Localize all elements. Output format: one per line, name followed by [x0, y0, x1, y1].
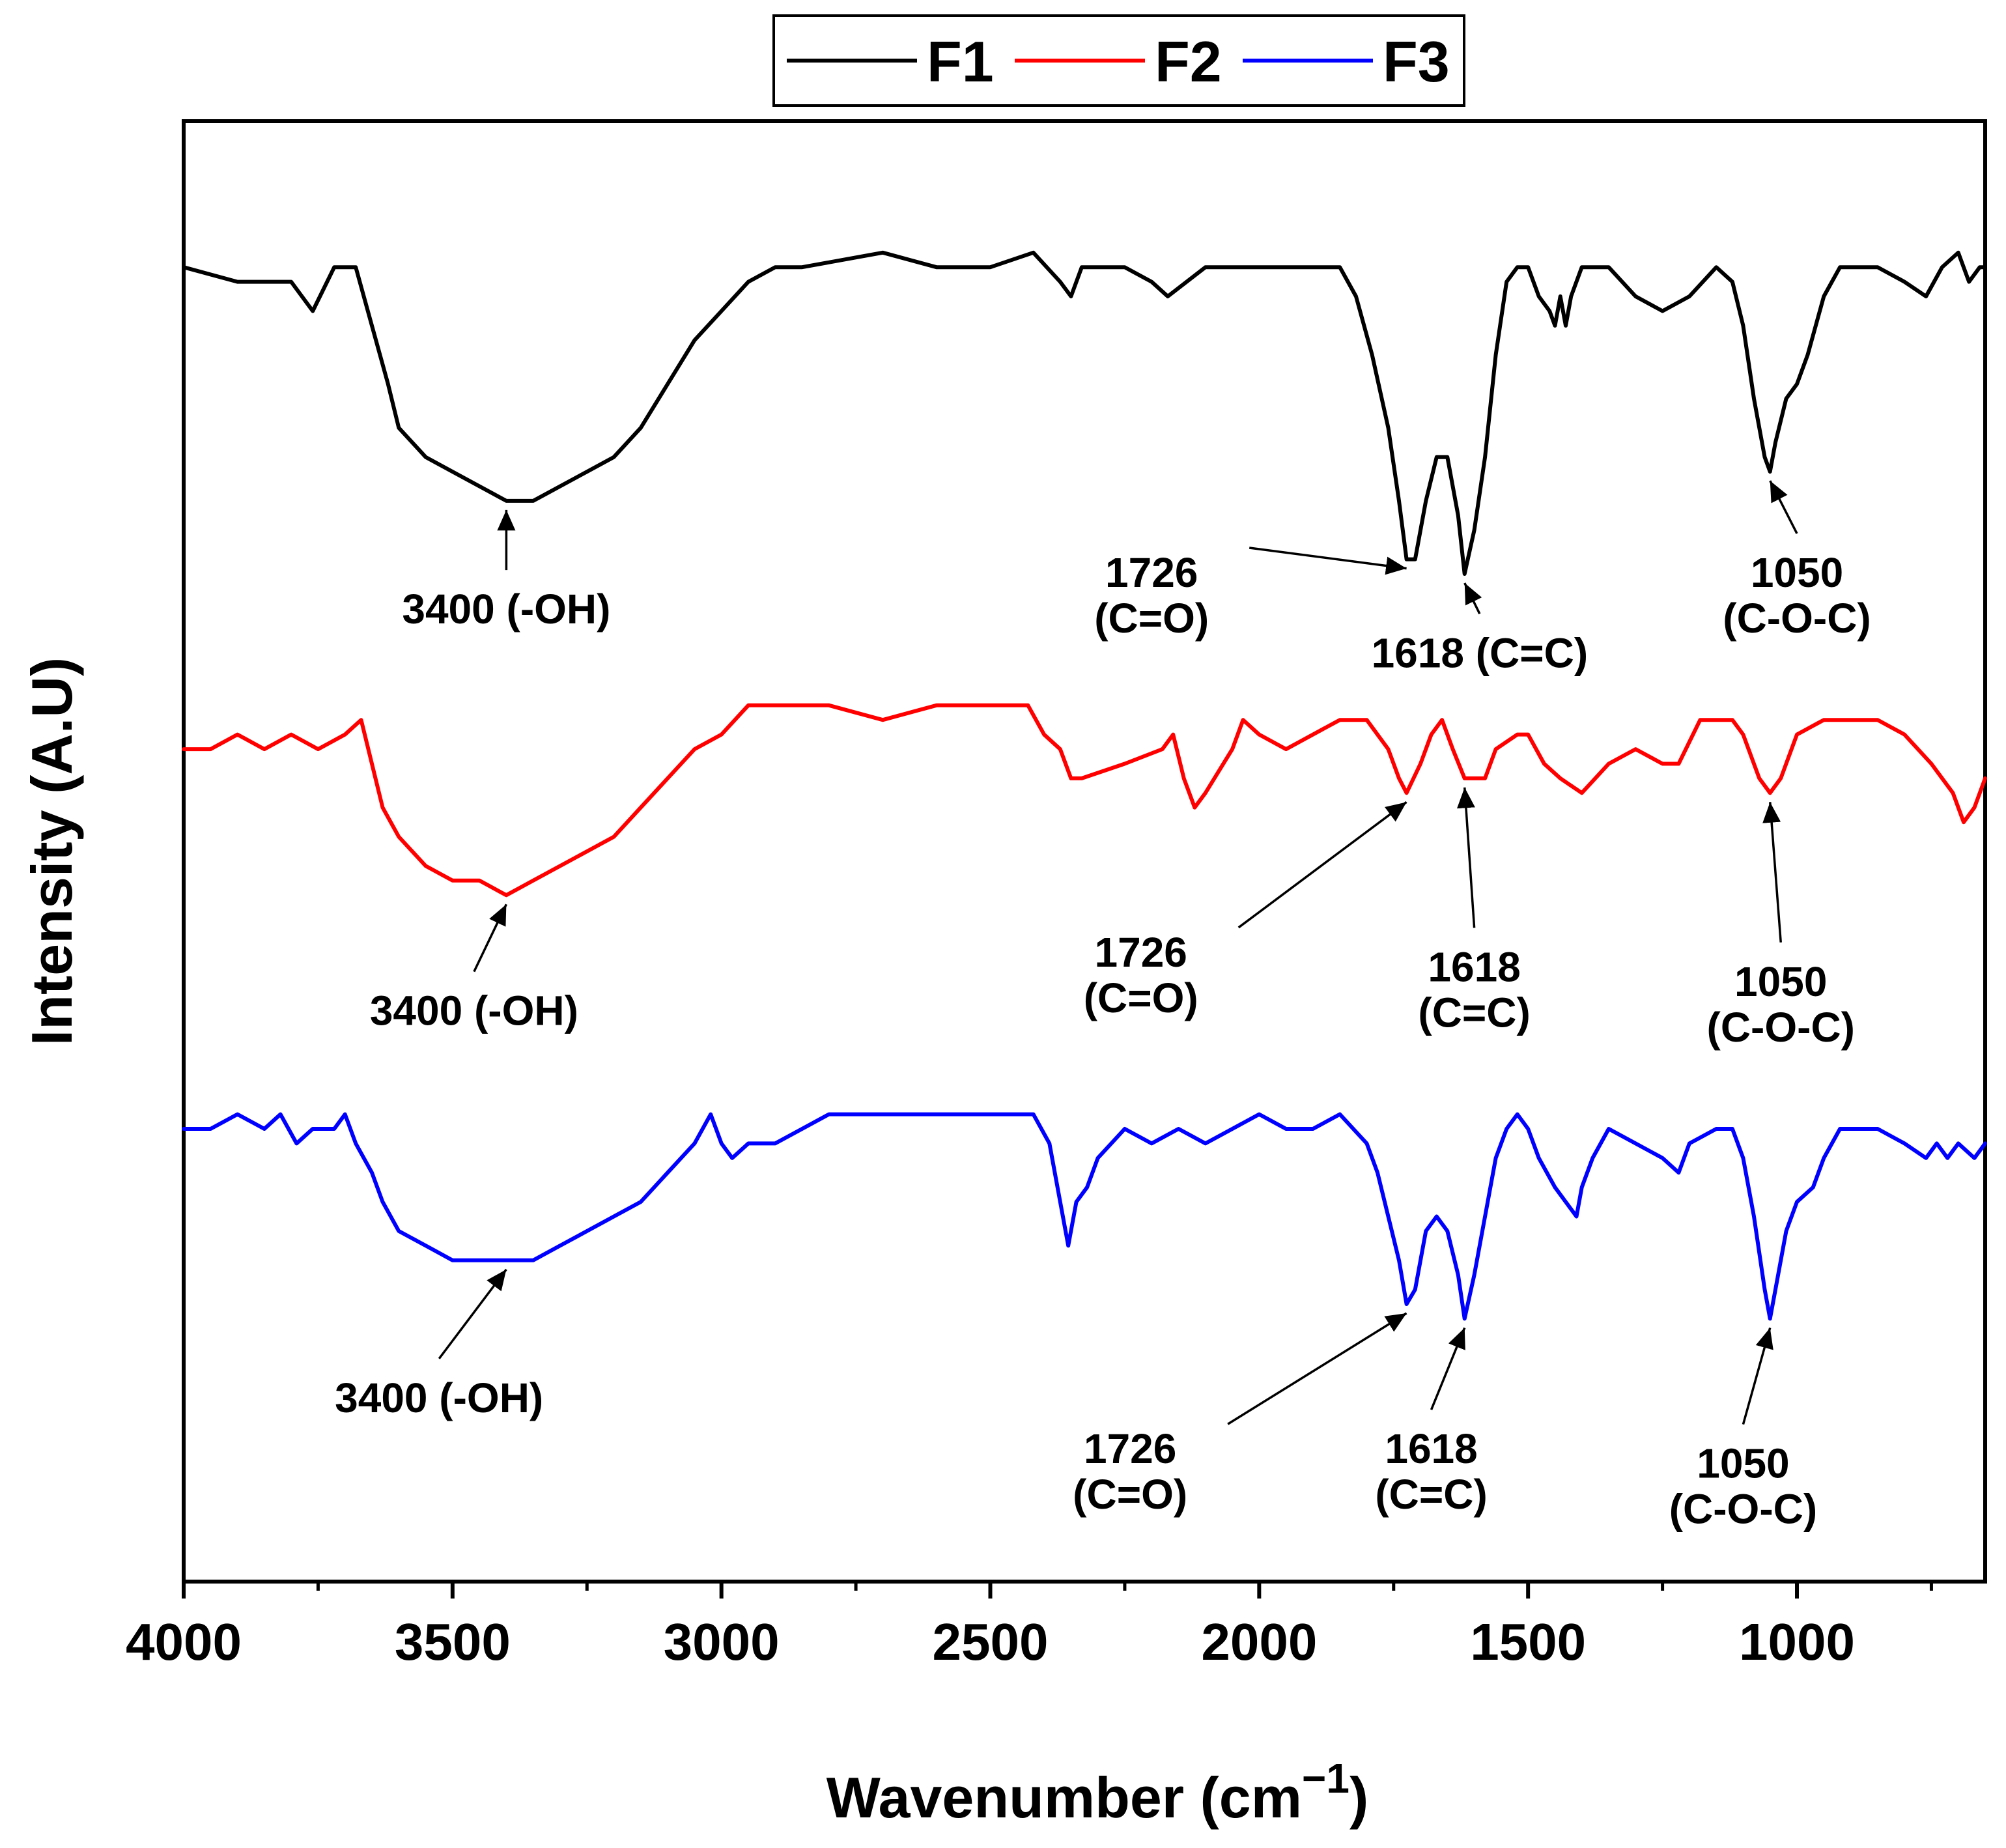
- x-tick-label: 1500: [1470, 1613, 1586, 1671]
- annotation-arrow: [1249, 547, 1407, 575]
- annotation-label: (C=O): [1084, 974, 1198, 1021]
- annotation-label: (C-O-C): [1723, 595, 1871, 642]
- annotation-label: 3400 (-OH): [370, 988, 578, 1034]
- plot-border: [182, 119, 1987, 1584]
- annotation-label: 3400 (-OH): [335, 1374, 543, 1421]
- annotation-layer: 3400 (-OH)1726(C=O)1618 (C=C)1050(C-O-C)…: [335, 480, 1871, 1533]
- annotation-label: (C=O): [1094, 595, 1209, 642]
- annotation-label: 1618 (C=C): [1372, 629, 1589, 676]
- x-axis-title-superscript: −1: [1302, 1755, 1349, 1802]
- series-line-f2: [182, 703, 1987, 898]
- annotation-arrow: [438, 1268, 507, 1359]
- x-tick-label: 3500: [395, 1613, 511, 1671]
- annotation-arrow: [1463, 582, 1482, 615]
- annotation-arrow: [1237, 801, 1407, 929]
- y-axis-title: Intensity (A.U): [20, 657, 84, 1045]
- annotation-arrow: [1769, 480, 1798, 534]
- annotation-label: 1726: [1105, 549, 1198, 596]
- x-tick-label: 1000: [1739, 1613, 1855, 1671]
- legend-label-f2: F2: [1155, 29, 1222, 94]
- legend-label-f1: F1: [927, 29, 994, 94]
- annotation-label: 1050: [1697, 1440, 1789, 1487]
- annotation-label: 3400 (-OH): [402, 586, 610, 633]
- series-line-f1: [182, 250, 1987, 576]
- legend-label-f3: F3: [1383, 29, 1450, 94]
- series-layer: [182, 250, 1987, 1321]
- annotation-label: 1050: [1751, 549, 1843, 596]
- annotation-label: (C=O): [1073, 1471, 1187, 1518]
- annotation-label: 1050: [1734, 958, 1827, 1005]
- annotation-label: (C-O-C): [1669, 1486, 1817, 1533]
- annotation-label: (C=C): [1375, 1471, 1487, 1518]
- annotation-label: (C-O-C): [1707, 1004, 1855, 1051]
- x-tick-label: 3000: [664, 1613, 780, 1671]
- annotation-label: 1618: [1385, 1425, 1477, 1472]
- annotation-arrow: [1227, 1312, 1407, 1425]
- annotation-arrow: [1762, 802, 1782, 943]
- plot-frame: [182, 119, 1987, 1584]
- legend: F1 F2 F3: [772, 14, 1465, 107]
- x-axis-title-close: ): [1349, 1765, 1368, 1830]
- annotation-arrow: [1742, 1327, 1773, 1425]
- x-axis-title: Wavenumber (cm−1): [826, 1755, 1369, 1830]
- annotation-arrow: [1456, 787, 1476, 928]
- annotation-label: 1726: [1084, 1425, 1176, 1472]
- x-tick-label: 2500: [933, 1613, 1049, 1671]
- annotation-label: (C=C): [1418, 989, 1530, 1036]
- annotation-arrow: [473, 903, 507, 973]
- series-line-f3: [182, 1112, 1987, 1321]
- annotation-label: 1618: [1428, 943, 1520, 990]
- x-tick-label: 4000: [126, 1613, 242, 1671]
- annotation-arrow: [1430, 1327, 1466, 1410]
- annotation-label: 1726: [1095, 929, 1187, 976]
- x-axis-title-main: Wavenumber (cm: [826, 1765, 1302, 1830]
- axis-layer: 4000 3500 3000 2500 2000 1500 1000 Wavenumber (…: [20, 657, 1933, 1830]
- x-tick-label: 2000: [1201, 1613, 1317, 1671]
